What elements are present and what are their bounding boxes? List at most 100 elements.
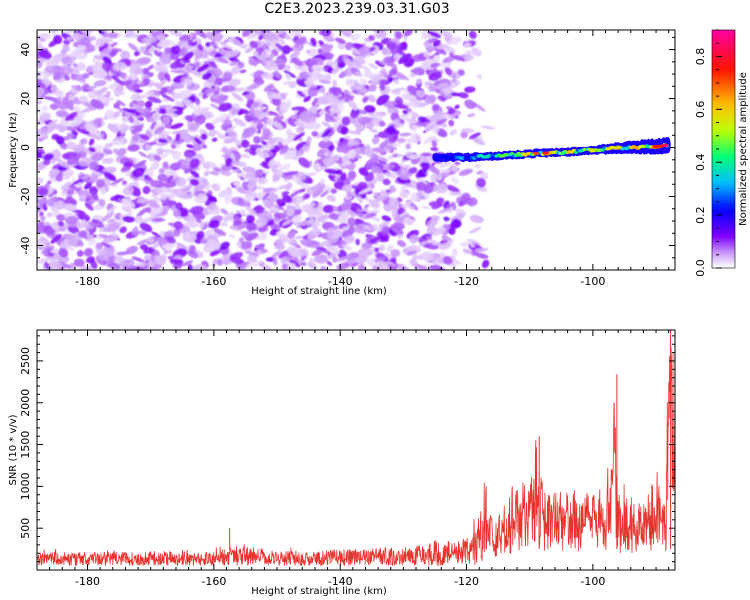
heatmap-cell [48,39,59,48]
heatmap-cell [307,87,319,97]
heatmap-cell [462,248,472,255]
heatmap-cell [121,76,132,82]
heatmap-cell [106,222,120,233]
heatmap-cell [294,235,305,240]
heatmap-cell [48,262,56,270]
heatmap-cell [345,198,352,208]
heatmap-cell [146,154,152,159]
heatmap-cell [474,163,482,169]
snr-series-line [37,347,675,567]
heatmap-cell [209,103,221,110]
heatmap-cell [146,260,155,269]
heatmap-cell [358,45,371,56]
heatmap-cell [463,42,472,49]
heatmap-cell [131,103,145,114]
heatmap-cell [329,111,336,116]
heatmap-cell [396,240,407,248]
heatmap-cell [255,244,269,253]
heatmap-cell [64,233,77,243]
heatmap-cell [307,71,316,76]
heatmap-cell [231,169,240,173]
heatmap-cell [62,171,71,180]
heatmap-cell [97,220,103,228]
heatmap-cell [354,255,368,265]
heatmap-cell [319,246,331,255]
heatmap-cell [101,30,108,33]
colorbar-tick-label: 0.4 [694,153,707,171]
top-x-tick-label: -180 [75,275,100,288]
heatmap-cell [86,256,95,264]
heatmap-cell [211,30,225,36]
heatmap-cell [438,169,452,173]
heatmap-cell [146,199,160,209]
heatmap-cell [291,57,304,67]
heatmap-cell [101,62,110,71]
heatmap-cell [410,132,423,141]
heatmap-cell [145,144,152,150]
heatmap-cell [81,146,94,156]
heatmap-cell [111,140,123,146]
heatmap-cell [347,217,356,227]
heatmap-cell [241,153,251,159]
heatmap-cell [164,72,171,82]
heatmap-cell [303,95,312,103]
heatmap-cell [269,138,277,145]
heatmap-cell [70,85,86,91]
heatmap-cell [162,115,171,125]
heatmap-cell [422,158,429,163]
heatmap-cell [168,175,174,181]
heatmap-cell [324,113,336,122]
heatmap-cell [246,189,258,199]
heatmap-cell [330,102,338,108]
heatmap-cell [173,221,184,230]
heatmap-cell [213,228,226,236]
heatmap-cell [423,253,431,263]
heatmap-cell [102,148,113,155]
bottom-x-tick-label: -160 [201,575,226,588]
heatmap-cell [176,242,188,249]
heatmap-cell [462,54,474,62]
heatmap-cell [157,173,169,182]
heatmap-cell [191,41,198,47]
heatmap-cell [216,258,223,266]
heatmap-cell [469,226,482,234]
heatmap-cell [303,194,311,199]
heatmap-cell [239,69,247,74]
bottom-x-axis-label: Height of straight line (km) [251,586,387,597]
heatmap-cell [347,170,357,180]
heatmap-cell [79,195,87,202]
heatmap-cell [149,141,157,146]
heatmap-cell [193,137,202,145]
heatmap-cell [107,32,119,39]
heatmap-cell [144,111,152,119]
bottom-x-tick-label: -140 [328,575,353,588]
heatmap-cell [307,48,318,57]
heatmap-cell [120,50,131,61]
heatmap-cell [371,153,379,163]
heatmap-cell [468,86,475,91]
heatmap-cell [417,101,430,108]
heatmap-cell [371,118,380,127]
heatmap-cell [240,139,250,148]
heatmap-cell [95,71,103,78]
heatmap-cell [197,92,204,97]
heatmap-cell [319,87,326,94]
heatmap-cell [99,186,106,196]
heatmap-cell [262,31,278,41]
heatmap-cell [158,132,169,139]
heatmap-cell [368,84,377,92]
heatmap-cell [279,103,290,112]
heatmap-cell [386,125,396,136]
heatmap-cell [275,43,286,51]
heatmap-cell [341,116,351,126]
heatmap-cell [207,92,214,98]
heatmap-cell [168,30,183,37]
heatmap-cell [196,63,210,73]
heatmap-cell [113,148,123,157]
heatmap-cell [474,247,489,252]
heatmap-cell [241,127,256,139]
heatmap-cell [280,233,293,243]
heatmap-cell [66,194,73,202]
heatmap-cell [451,165,459,173]
heatmap-cell [263,187,273,193]
